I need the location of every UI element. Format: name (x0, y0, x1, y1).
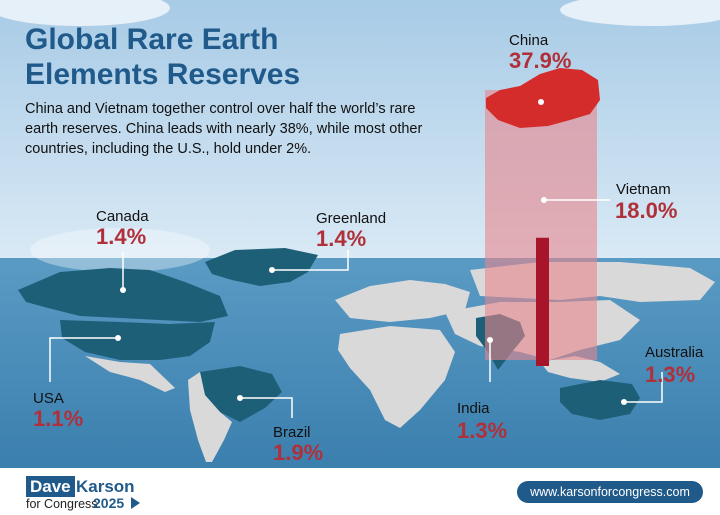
china-marker (538, 99, 544, 105)
greenland-label: Greenland (316, 210, 387, 227)
logo-year: 2025 (93, 495, 125, 511)
vietnam-value: 18.0% (615, 198, 678, 223)
usa-value: 1.1% (33, 406, 84, 431)
brazil-shape (200, 366, 282, 422)
brazil-label: Brazil (273, 424, 311, 441)
south-america-shape (188, 372, 232, 462)
vietnam-marker (541, 197, 547, 203)
brazil-marker (237, 395, 243, 401)
cloud (0, 0, 170, 26)
china-label: China (509, 32, 549, 49)
chart-subtitle: China and Vietnam together control over … (25, 101, 423, 157)
india-marker (487, 337, 493, 343)
logo-subtitle: for Congress (26, 497, 98, 511)
china-shape (486, 68, 600, 128)
logo-last-name: Karson (76, 477, 135, 496)
play-arrow-icon (131, 497, 140, 509)
logo-first-name: Dave (26, 476, 75, 497)
mexico-shape (85, 356, 175, 392)
vietnam-bar (536, 237, 549, 366)
greenland-marker (269, 267, 275, 273)
southeast-asia-shape (540, 356, 620, 382)
website-link[interactable]: www.karsonforcongress.com (517, 481, 703, 503)
usa-shape (60, 320, 215, 360)
europe-shape (335, 280, 470, 322)
brazil-value: 1.9% (273, 440, 324, 465)
world-map (0, 0, 720, 462)
canada-value: 1.4% (96, 224, 147, 249)
cloud (560, 0, 720, 26)
australia-marker (621, 399, 627, 405)
australia-leader-line (624, 372, 663, 403)
africa-shape (338, 326, 455, 428)
china-value: 37.9% (509, 48, 572, 73)
canada-label: Canada (96, 208, 149, 225)
chart-title: Global Rare Earth Elements Reserves (25, 23, 301, 91)
usa-leader-line (49, 337, 118, 382)
usa-marker (115, 335, 121, 341)
australia-label: Australia (645, 344, 704, 361)
greenland-shape (205, 248, 318, 286)
india-value: 1.3% (457, 418, 508, 443)
greenland-value: 1.4% (316, 226, 367, 251)
vietnam-label: Vietnam (616, 181, 671, 198)
australia-value: 1.3% (645, 362, 696, 387)
greenland-leader-line (272, 250, 349, 271)
canada-shape (18, 268, 228, 322)
cloud (30, 228, 210, 272)
australia-shape (560, 380, 640, 420)
india-label: India (457, 400, 490, 417)
usa-label: USA (33, 390, 64, 407)
sky-background (0, 0, 720, 258)
canada-marker (120, 287, 126, 293)
brazil-leader-line (240, 397, 293, 418)
